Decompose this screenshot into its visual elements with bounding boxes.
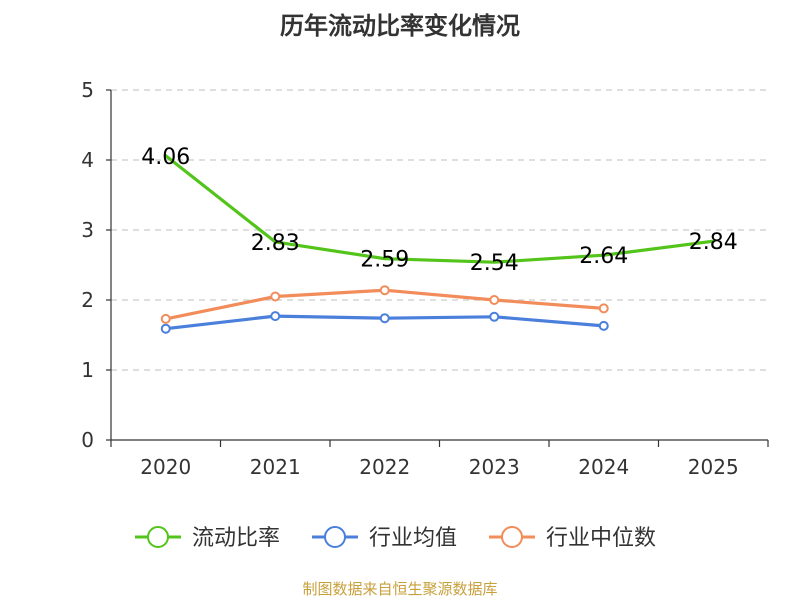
y-tick-label-3: 3 [81,218,94,242]
legend-marker-1 [324,526,346,548]
data-label-2025: 2.84 [689,230,738,255]
x-tick-label-2020: 2020 [140,455,191,479]
series-2-point-2022 [379,285,390,296]
series-line-0 [164,154,715,264]
series-1-point-2020 [160,323,171,334]
legend-label-1: 行业均值 [369,526,457,551]
data-label-2023: 2.54 [470,251,519,276]
series-1-point-2022 [379,313,390,324]
data-label-2020: 4.06 [141,145,190,170]
series-1-point-2024 [598,320,609,331]
x-tick-label-2025: 2025 [688,455,739,479]
legend-marker-2 [501,526,523,548]
series-2-point-2023 [489,295,500,305]
x-tick-label-2021: 2021 [250,455,301,479]
series-2-point-2020 [160,313,171,324]
data-label-2021: 2.83 [251,231,300,256]
legend-label-2: 行业中位数 [546,526,656,551]
source-note: 制图数据来自恒生聚源数据库 [302,580,498,598]
x-tick-label-2022: 2022 [359,455,410,479]
y-tick-label-0: 0 [81,428,94,452]
chart-title: 历年流动比率变化情况 [280,12,520,40]
legend-label-0: 流动比率 [192,526,280,551]
x-tick-label-2023: 2023 [469,455,520,479]
y-tick-label-4: 4 [81,148,94,172]
y-tick-label-1: 1 [81,358,94,382]
series-1-point-2021 [270,311,281,322]
series-2-point-2024 [598,303,609,314]
data-label-2022: 2.59 [360,248,409,273]
series-1-point-2023 [489,311,500,322]
data-label-2024: 2.64 [579,244,628,269]
x-tick-label-2024: 2024 [578,455,629,479]
y-tick-label-5: 5 [81,78,94,102]
y-tick-label-2: 2 [81,288,94,312]
legend-marker-0 [147,526,169,548]
series-2-point-2021 [270,291,281,302]
